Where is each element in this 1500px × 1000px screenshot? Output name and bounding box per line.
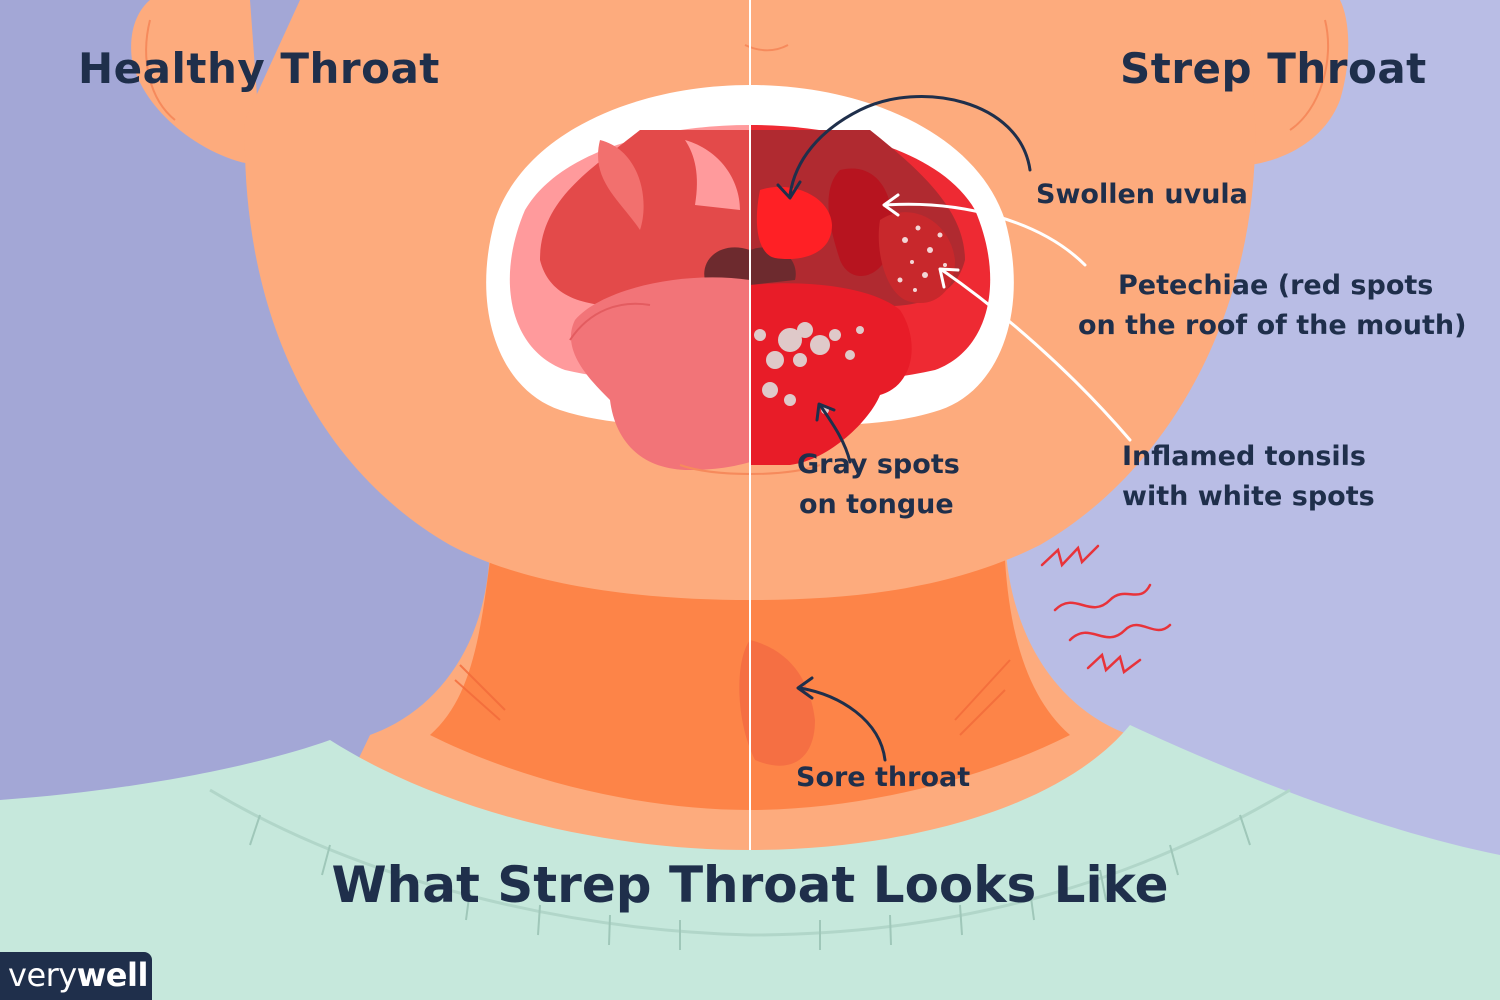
pain-squiggles [1040,544,1172,675]
label-sore-throat: Sore throat [796,762,971,793]
neck-lines [454,659,1011,736]
logo-part2: well [76,956,149,994]
shirt [0,725,1500,1000]
label-swollen-uvula: Swollen uvula [1036,179,1248,210]
label-tonsils-line2: with white spots [1122,481,1375,512]
heading-strep-throat: Strep Throat [1120,44,1427,93]
sore-throat-area [739,640,815,766]
annotation-arrows [776,95,1132,762]
right-ear [1240,0,1349,165]
left-ear [131,0,262,165]
tonsil-white-spots [897,225,947,292]
collar-ribs [249,814,1251,950]
label-tonsils-line1: Inflamed tonsils [1122,441,1367,472]
strep-mouth [750,85,1014,465]
chin-line-top [744,44,789,52]
label-gray-spots-line1: Gray spots [797,449,960,480]
label-petechiae-line1: Petechiae (red spots [1118,270,1434,301]
heading-healthy-throat: Healthy Throat [78,44,440,93]
label-gray-spots-line2: on tongue [799,489,954,520]
main-title: What Strep Throat Looks Like [331,856,1169,914]
healthy-mouth [486,85,750,470]
brand-logo: verywell [0,952,152,1000]
collar [209,788,1291,937]
logo-part1: very [8,956,77,994]
label-petechiae-line2: on the roof of the mouth) [1078,310,1467,341]
